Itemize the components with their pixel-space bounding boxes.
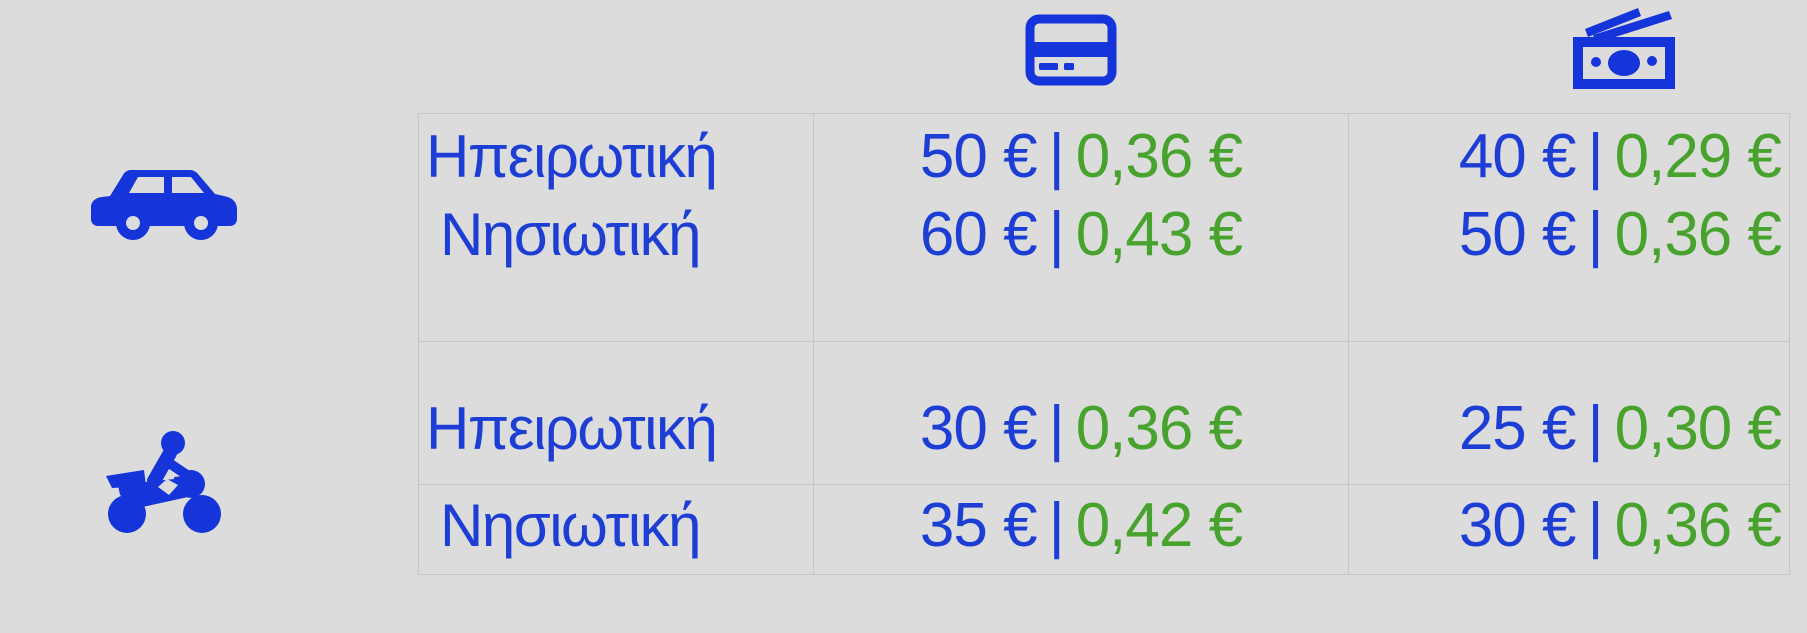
price-fixed: 40 € xyxy=(1458,122,1577,191)
moto-cash-price-island: 30 € | 0,36 € xyxy=(1349,487,1782,565)
price-per-km: 0,36 € xyxy=(1614,491,1782,560)
region-label-island: Νησιωτική xyxy=(440,492,701,559)
price-fixed: 50 € xyxy=(919,122,1038,191)
car-card-price-mainland: 50 € | 0,36 € xyxy=(814,118,1348,196)
price-fixed: 35 € xyxy=(919,491,1038,560)
price-per-km: 0,30 € xyxy=(1614,394,1782,463)
moto-cash-price-cell-island: 30 € | 0,36 € xyxy=(1348,484,1789,574)
car-region-cell: Ηπειρωτική Νησιωτική xyxy=(419,114,813,341)
car-cash-price-mainland: 40 € | 0,29 € xyxy=(1349,118,1782,196)
price-fixed: 50 € xyxy=(1458,200,1577,269)
car-cash-price-island: 50 € | 0,36 € xyxy=(1349,196,1782,274)
price-fixed: 30 € xyxy=(1458,491,1577,560)
car-card-price-cell: 50 € | 0,36 € 60 € | 0,43 € xyxy=(813,114,1348,341)
price-per-km: 0,36 € xyxy=(1075,122,1243,191)
price-per-km: 0,43 € xyxy=(1075,200,1243,269)
moto-card-price-cell-island: 35 € | 0,42 € xyxy=(813,484,1348,574)
car-card-price-island: 60 € | 0,43 € xyxy=(814,196,1348,274)
car-icon xyxy=(88,163,240,247)
price-separator: | xyxy=(1048,491,1065,560)
credit-card-icon xyxy=(1025,14,1117,86)
banknotes-icon xyxy=(1565,2,1683,94)
price-separator: | xyxy=(1587,200,1604,269)
price-separator: | xyxy=(1048,394,1065,463)
price-per-km: 0,42 € xyxy=(1075,491,1243,560)
price-separator: | xyxy=(1587,491,1604,560)
moto-cash-price-cell-mainland: 25 € | 0,30 € xyxy=(1348,341,1789,484)
moto-cash-price-mainland: 25 € | 0,30 € xyxy=(1349,390,1782,468)
moto-region-cell-island: Νησιωτική xyxy=(419,484,813,574)
price-per-km: 0,36 € xyxy=(1075,394,1243,463)
price-per-km: 0,36 € xyxy=(1614,200,1782,269)
region-label-mainland: Ηπειρωτική xyxy=(426,395,718,462)
moto-card-price-mainland: 30 € | 0,36 € xyxy=(814,390,1348,468)
car-cash-price-cell: 40 € | 0,29 € 50 € | 0,36 € xyxy=(1348,114,1789,341)
tariff-table: Ηπειρωτική Νησιωτική 50 € | 0,36 € 60 € | 0,… xyxy=(418,113,1790,575)
region-label-mainland: Ηπειρωτική xyxy=(426,123,718,190)
price-separator: | xyxy=(1587,122,1604,191)
price-fixed: 25 € xyxy=(1458,394,1577,463)
price-per-km: 0,29 € xyxy=(1614,122,1782,191)
motorcycle-icon xyxy=(104,429,224,535)
price-separator: | xyxy=(1587,394,1604,463)
moto-region-cell-mainland: Ηπειρωτική xyxy=(419,341,813,484)
moto-card-price-cell-mainland: 30 € | 0,36 € xyxy=(813,341,1348,484)
price-fixed: 30 € xyxy=(919,394,1038,463)
price-fixed: 60 € xyxy=(919,200,1038,269)
price-separator: | xyxy=(1048,200,1065,269)
region-label-island: Νησιωτική xyxy=(440,201,701,268)
moto-card-price-island: 35 € | 0,42 € xyxy=(814,487,1348,565)
price-separator: | xyxy=(1048,122,1065,191)
